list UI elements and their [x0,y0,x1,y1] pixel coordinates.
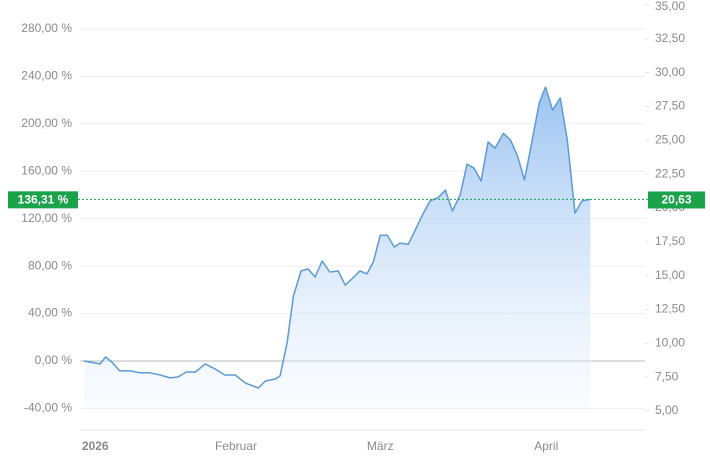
y2-tick-label: 12,50 [655,302,685,316]
y-tick-label: 40,00 % [28,306,72,320]
y2-tick-label: 15,00 [655,268,685,282]
area [84,87,591,411]
y2-tick-label: 10,00 [655,336,685,350]
y2-tick-label: 35,00 [655,0,685,13]
y-tick-label: 280,00 % [21,21,72,35]
y-tick-label: 80,00 % [28,258,72,272]
x-tick-label: 2026 [82,439,109,453]
x-tick-label: März [367,439,394,453]
current-value-box [8,191,78,209]
current-value-box [648,191,705,209]
y-tick-label: 200,00 % [21,116,72,130]
y2-tick-label: 7,50 [655,369,679,383]
y2-tick-label: 22,50 [655,166,685,180]
x-tick-label: Februar [215,439,257,453]
y2-tick-label: 5,00 [655,403,679,417]
current-value-label: 136,31 % [18,193,69,207]
y2-tick-label: 32,50 [655,31,685,45]
y2-tick-label: 30,00 [655,65,685,79]
line [83,86,591,389]
y2-tick-label: 25,00 [655,133,685,147]
y-tick-label: 120,00 % [21,211,72,225]
y-tick-label: 160,00 % [21,163,72,177]
current-value-label: 20,63 [661,193,691,207]
y-tick-label: -40,00 % [24,401,72,415]
x-tick-label: April [534,439,558,453]
y-tick-label: 240,00 % [21,69,72,83]
y2-tick-label: 17,50 [655,234,685,248]
y2-tick-label: 27,50 [655,99,685,113]
y-tick-label: 0,00 % [35,353,73,367]
